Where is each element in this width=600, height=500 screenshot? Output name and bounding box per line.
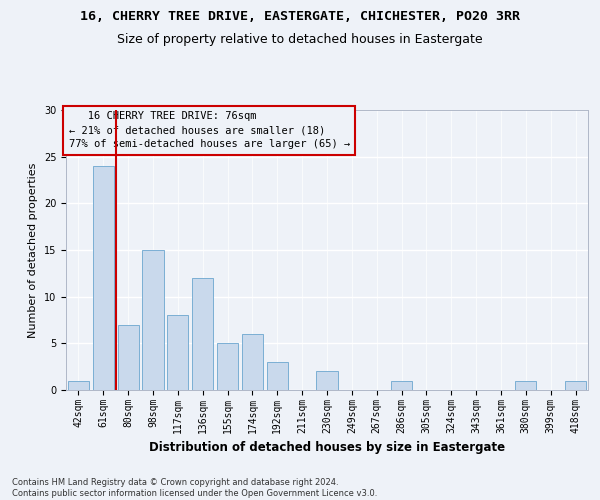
Bar [267,362,288,390]
Bar [316,372,338,390]
Bar [118,324,139,390]
Bar [515,380,536,390]
Bar [192,278,213,390]
Bar [391,380,412,390]
Bar [217,344,238,390]
Bar [565,380,586,390]
Text: 16 CHERRY TREE DRIVE: 76sqm
← 21% of detached houses are smaller (18)
77% of sem: 16 CHERRY TREE DRIVE: 76sqm ← 21% of det… [68,112,350,150]
Text: Size of property relative to detached houses in Eastergate: Size of property relative to detached ho… [117,32,483,46]
Bar [93,166,114,390]
Bar [167,316,188,390]
Bar [68,380,89,390]
Bar [142,250,164,390]
Text: Contains HM Land Registry data © Crown copyright and database right 2024.
Contai: Contains HM Land Registry data © Crown c… [12,478,377,498]
Y-axis label: Number of detached properties: Number of detached properties [28,162,38,338]
Text: 16, CHERRY TREE DRIVE, EASTERGATE, CHICHESTER, PO20 3RR: 16, CHERRY TREE DRIVE, EASTERGATE, CHICH… [80,10,520,23]
Bar [242,334,263,390]
X-axis label: Distribution of detached houses by size in Eastergate: Distribution of detached houses by size … [149,441,505,454]
